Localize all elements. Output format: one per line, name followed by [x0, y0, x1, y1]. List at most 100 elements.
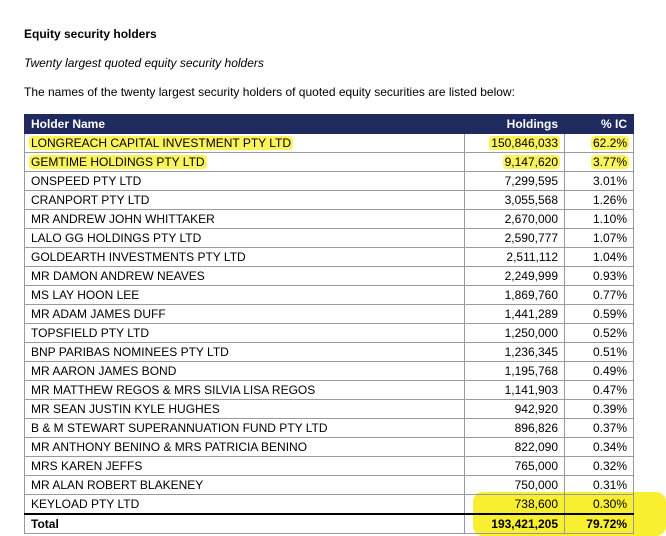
column-header-percent-ic: % IC	[564, 114, 634, 134]
holder-name-cell: MS LAY HOON LEE	[24, 285, 465, 305]
table-row: MR DAMON ANDREW NEAVES 2,249,999 0.93%	[24, 266, 634, 286]
table-row: MS LAY HOON LEE 1,869,760 0.77%	[24, 285, 634, 305]
holdings-cell: 750,000	[464, 475, 565, 495]
holdings-cell: 765,000	[464, 456, 565, 476]
total-holdings-value: 193,421,205	[491, 516, 558, 531]
holder-name-cell: KEYLOAD PTY LTD	[24, 494, 465, 515]
percent-ic-cell-value: 1.26%	[592, 192, 627, 207]
total-label: Total	[24, 513, 465, 534]
holdings-cell-value: 1,869,760	[504, 287, 558, 302]
holdings-cell: 2,670,000	[464, 209, 565, 229]
holder-name-cell-value: MR ANDREW JOHN WHITTAKER	[31, 211, 215, 226]
holder-name-cell: GEMTIME HOLDINGS PTY LTD	[24, 152, 465, 172]
percent-ic-cell-value: 0.30%	[592, 496, 627, 511]
percent-ic-cell: 0.51%	[564, 342, 634, 362]
holder-name-cell-value: MR ANTHONY BENINO & MRS PATRICIA BENINO	[31, 439, 308, 454]
holder-name-cell-value: MRS KAREN JEFFS	[31, 458, 143, 473]
percent-ic-cell: 3.77%	[564, 152, 634, 172]
holdings-cell: 1,236,345	[464, 342, 565, 362]
holder-name-cell: BNP PARIBAS NOMINEES PTY LTD	[24, 342, 465, 362]
holder-name-cell-value: CRANPORT PTY LTD	[31, 192, 150, 207]
percent-ic-cell-value: 1.07%	[592, 230, 627, 245]
holder-name-cell: MR MATTHEW REGOS & MRS SILVIA LISA REGOS	[24, 380, 465, 400]
holdings-cell: 2,249,999	[464, 266, 565, 286]
holdings-cell-value: 2,590,777	[504, 230, 558, 245]
percent-ic-cell-value: 1.10%	[592, 211, 627, 226]
holdings-cell: 1,250,000	[464, 323, 565, 343]
holdings-cell: 3,055,568	[464, 190, 565, 210]
holder-name-cell-value: LONGREACH CAPITAL INVESTMENT PTY LTD	[29, 135, 294, 150]
holdings-cell: 9,147,620	[464, 152, 565, 172]
holdings-cell-value: 2,511,112	[506, 249, 558, 264]
holder-name-cell-value: GOLDEARTH INVESTMENTS PTY LTD	[31, 249, 246, 264]
percent-ic-cell: 62.2%	[564, 133, 634, 153]
holdings-cell-value: 822,090	[514, 439, 558, 454]
holdings-cell-value: 750,000	[514, 477, 558, 492]
holdings-cell-value: 9,147,620	[502, 154, 560, 169]
holder-name-cell: TOPSFIELD PTY LTD	[24, 323, 465, 343]
holdings-cell-value: 1,250,000	[504, 325, 558, 340]
percent-ic-cell: 1.07%	[564, 228, 634, 248]
percent-ic-cell: 0.31%	[564, 475, 634, 495]
holder-name-cell: LALO GG HOLDINGS PTY LTD	[24, 228, 465, 248]
percent-ic-cell-value: 0.34%	[592, 439, 627, 454]
table-row: CRANPORT PTY LTD 3,055,568 1.26%	[24, 190, 634, 210]
holdings-cell-value: 7,299,595	[504, 173, 558, 188]
percent-ic-cell-value: 0.51%	[592, 344, 627, 359]
percent-ic-cell-value: 0.39%	[592, 401, 627, 416]
percent-ic-cell: 1.04%	[564, 247, 634, 267]
holder-name-cell-value: MR MATTHEW REGOS & MRS SILVIA LISA REGOS	[31, 382, 316, 397]
table-body: LONGREACH CAPITAL INVESTMENT PTY LTD 150,…	[24, 133, 634, 515]
percent-ic-cell: 0.30%	[564, 494, 634, 515]
holder-name-cell-value: MR DAMON ANDREW NEAVES	[31, 268, 205, 283]
holder-name-cell: LONGREACH CAPITAL INVESTMENT PTY LTD	[24, 133, 465, 153]
holder-name-cell-value: GEMTIME HOLDINGS PTY LTD	[29, 154, 207, 169]
table-header-row: Holder Name Holdings % IC	[24, 114, 634, 134]
column-header-holder-name: Holder Name	[24, 114, 465, 134]
table-row: LONGREACH CAPITAL INVESTMENT PTY LTD 150,…	[24, 133, 634, 153]
holder-name-cell: B & M STEWART SUPERANNUATION FUND PTY LT…	[24, 418, 465, 438]
table-row: MR AARON JAMES BOND 1,195,768 0.49%	[24, 361, 634, 381]
holdings-cell: 822,090	[464, 437, 565, 457]
holdings-cell: 942,920	[464, 399, 565, 419]
holder-name-cell-value: LALO GG HOLDINGS PTY LTD	[31, 230, 202, 245]
table-row: MR ALAN ROBERT BLAKENEY 750,000 0.31%	[24, 475, 634, 495]
column-header-holdings: Holdings	[464, 114, 565, 134]
percent-ic-cell-value: 0.59%	[592, 306, 627, 321]
percent-ic-cell: 0.39%	[564, 399, 634, 419]
table-row: MR ANTHONY BENINO & MRS PATRICIA BENINO 8…	[24, 437, 634, 457]
holdings-cell: 738,600	[464, 494, 565, 515]
percent-ic-cell: 1.26%	[564, 190, 634, 210]
holder-name-cell: MRS KAREN JEFFS	[24, 456, 465, 476]
holdings-cell-value: 1,441,289	[504, 306, 558, 321]
percent-ic-cell: 0.37%	[564, 418, 634, 438]
percent-ic-cell: 0.32%	[564, 456, 634, 476]
holdings-cell: 1,441,289	[464, 304, 565, 324]
table-row: ONSPEED PTY LTD 7,299,595 3.01%	[24, 171, 634, 191]
percent-ic-cell: 0.49%	[564, 361, 634, 381]
percent-ic-cell: 0.47%	[564, 380, 634, 400]
holder-name-cell: ONSPEED PTY LTD	[24, 171, 465, 191]
percent-ic-cell: 0.52%	[564, 323, 634, 343]
holder-name-cell-value: MR SEAN JUSTIN KYLE HUGHES	[31, 401, 220, 416]
holder-name-cell: MR ADAM JAMES DUFF	[24, 304, 465, 324]
table-row: GOLDEARTH INVESTMENTS PTY LTD 2,511,112 1.…	[24, 247, 634, 267]
percent-ic-cell-value: 0.77%	[592, 287, 627, 302]
holder-name-cell-value: MS LAY HOON LEE	[31, 287, 140, 302]
percent-ic-cell-value: 0.49%	[592, 363, 627, 378]
total-holdings: 193,421,205	[464, 513, 565, 534]
holdings-cell-value: 1,236,345	[504, 344, 558, 359]
percent-ic-cell-value: 0.93%	[592, 268, 627, 283]
holder-name-cell-value: B & M STEWART SUPERANNUATION FUND PTY LT…	[31, 420, 328, 435]
holder-name-cell-value: KEYLOAD PTY LTD	[31, 496, 140, 511]
percent-ic-cell-value: 3.01%	[592, 173, 627, 188]
holder-name-cell: MR SEAN JUSTIN KYLE HUGHES	[24, 399, 465, 419]
holder-name-cell: MR AARON JAMES BOND	[24, 361, 465, 381]
percent-ic-cell-value: 0.52%	[592, 325, 627, 340]
holdings-cell-value: 3,055,568	[504, 192, 558, 207]
holdings-cell: 150,846,033	[464, 133, 565, 153]
holder-name-cell: CRANPORT PTY LTD	[24, 190, 465, 210]
holdings-cell: 7,299,595	[464, 171, 565, 191]
total-row: Total 193,421,205 79.72%	[24, 513, 634, 534]
holdings-cell-value: 1,195,768	[504, 363, 558, 378]
